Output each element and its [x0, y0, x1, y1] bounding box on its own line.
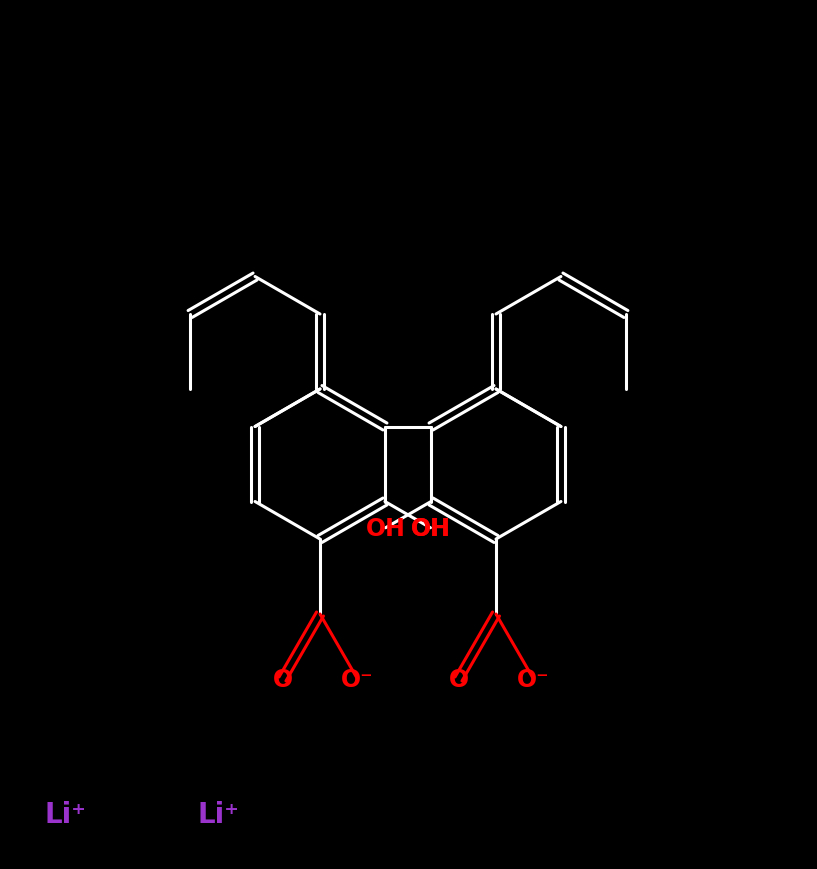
Text: OH: OH [410, 516, 450, 541]
Text: O: O [449, 667, 469, 691]
Text: O⁻: O⁻ [342, 667, 374, 691]
Text: OH: OH [410, 516, 450, 541]
Text: Li⁺: Li⁺ [44, 800, 86, 828]
Text: OH: OH [366, 516, 405, 541]
Text: O⁻: O⁻ [517, 667, 550, 691]
Text: Li⁺: Li⁺ [197, 800, 239, 828]
Text: O: O [272, 667, 292, 691]
